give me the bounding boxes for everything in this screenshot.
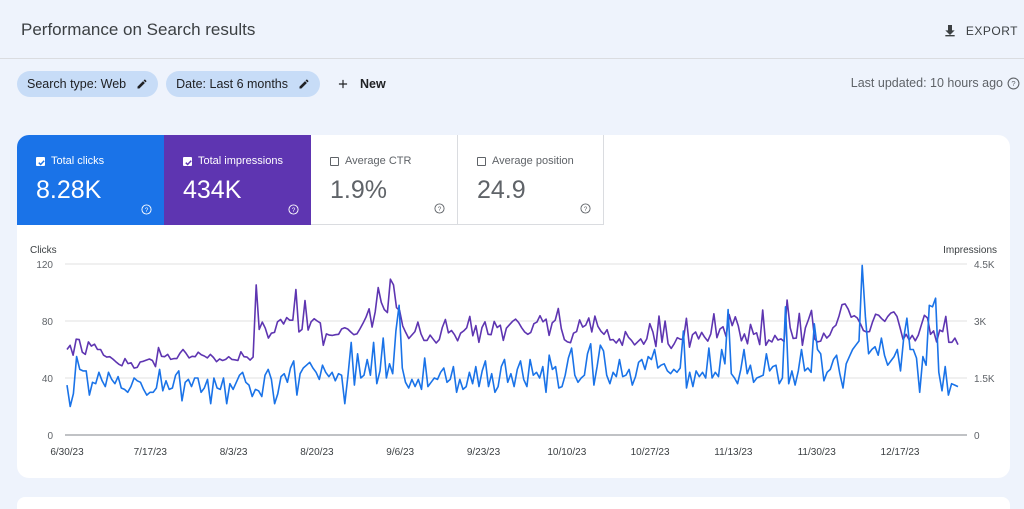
left-axis-ticks: 120 80 40 0 — [36, 260, 53, 442]
left-tick-label: 0 — [47, 431, 53, 442]
metric-label: Total impressions — [198, 155, 283, 167]
download-icon — [945, 25, 955, 37]
svg-text:?: ? — [145, 207, 149, 214]
date-chip[interactable]: Date: Last 6 months — [166, 70, 321, 97]
series-lines — [66, 264, 959, 408]
performance-chart: Clicks Impressions 120 80 40 0 4.5K 3K 1.5K 0 … — [17, 239, 1010, 478]
checkbox-checked-icon[interactable] — [36, 156, 45, 166]
right-axis-title: Impressions — [943, 245, 997, 256]
right-tick-label: 0 — [974, 431, 980, 442]
header: Performance on Search results EXPORT — [0, 0, 1024, 59]
right-tick-label: 3K — [974, 317, 987, 328]
metric-value: 8.28K — [36, 176, 102, 204]
x-tick-label: 11/13/23 — [714, 447, 753, 458]
search-type-label: Search type: Web — [27, 76, 127, 91]
svg-text:?: ? — [584, 206, 588, 213]
series-line-impressions[interactable] — [66, 278, 959, 369]
grid-lines — [65, 263, 967, 436]
left-axis-title: Clicks — [30, 245, 57, 256]
series-line-clicks[interactable] — [66, 264, 959, 408]
x-tick-label: 12/17/23 — [881, 447, 920, 458]
last-updated: Last updated: 10 hours ago ? — [851, 76, 1020, 90]
left-tick-label: 40 — [42, 374, 54, 385]
x-tick-label: 7/17/23 — [134, 447, 168, 458]
x-tick-label: 9/23/23 — [467, 447, 501, 458]
x-tick-label: 10/27/23 — [631, 447, 670, 458]
performance-card: Total clicks 8.28K ? Total impressions 4… — [17, 135, 1010, 478]
export-label: EXPORT — [965, 24, 1018, 38]
new-label: New — [360, 76, 386, 91]
x-tick-label: 6/30/23 — [50, 447, 84, 458]
filter-bar: Search type: Web Date: Last 6 months New — [17, 70, 394, 97]
date-label: Date: Last 6 months — [176, 76, 289, 91]
page-title: Performance on Search results — [21, 20, 256, 39]
metric-label: Total clicks — [51, 155, 105, 167]
metric-average-position[interactable]: Average position 24.9 ? — [458, 135, 604, 225]
metric-average-ctr[interactable]: Average CTR 1.9% ? — [311, 135, 458, 225]
metric-total-clicks[interactable]: Total clicks 8.28K ? — [17, 135, 164, 225]
checkbox-unchecked-icon[interactable] — [477, 156, 486, 166]
last-updated-text: Last updated: 10 hours ago — [850, 76, 1003, 90]
metric-value: 1.9% — [330, 176, 387, 204]
right-tick-label: 4.5K — [974, 260, 995, 271]
metric-label-row: Total impressions — [183, 155, 283, 167]
x-tick-label: 8/20/23 — [300, 447, 334, 458]
x-tick-label: 9/6/23 — [386, 447, 414, 458]
checkbox-checked-icon[interactable] — [183, 156, 192, 166]
search-type-chip[interactable]: Search type: Web — [17, 70, 159, 97]
help-icon[interactable]: ? — [434, 203, 445, 214]
edit-icon — [137, 78, 147, 88]
right-axis-ticks: 4.5K 3K 1.5K 0 — [974, 260, 995, 442]
plus-icon — [338, 79, 348, 88]
help-icon[interactable]: ? — [580, 203, 591, 214]
help-icon[interactable]: ? — [1007, 77, 1020, 90]
checkbox-unchecked-icon[interactable] — [330, 156, 339, 166]
metric-label-row: Average CTR — [330, 155, 411, 167]
metric-value: 434K — [183, 176, 242, 204]
next-card-edge — [17, 497, 1010, 509]
left-tick-label: 80 — [42, 317, 54, 328]
svg-text:?: ? — [1011, 79, 1015, 88]
x-tick-label: 10/10/23 — [547, 447, 586, 458]
metric-label-row: Total clicks — [36, 155, 104, 167]
metric-total-impressions[interactable]: Total impressions 434K ? — [164, 135, 311, 225]
right-tick-label: 1.5K — [974, 374, 995, 385]
x-tick-label: 8/3/23 — [220, 447, 248, 458]
metric-value: 24.9 — [477, 176, 526, 204]
metric-label: Average position — [492, 155, 574, 167]
edit-icon — [299, 78, 309, 88]
help-icon[interactable]: ? — [141, 204, 152, 215]
export-button[interactable]: EXPORT — [942, 20, 1018, 42]
left-tick-label: 120 — [36, 260, 53, 271]
new-filter-button[interactable]: New — [328, 77, 394, 91]
metric-label-row: Average position — [477, 155, 574, 167]
metric-label: Average CTR — [345, 155, 412, 167]
x-tick-label: 11/30/23 — [798, 447, 837, 458]
svg-text:?: ? — [438, 206, 442, 213]
help-icon[interactable]: ? — [288, 204, 299, 215]
svg-text:?: ? — [292, 207, 296, 214]
x-axis-ticks: 6/30/23 7/17/23 8/3/23 8/20/23 9/6/23 9/23/23… — [50, 447, 920, 458]
